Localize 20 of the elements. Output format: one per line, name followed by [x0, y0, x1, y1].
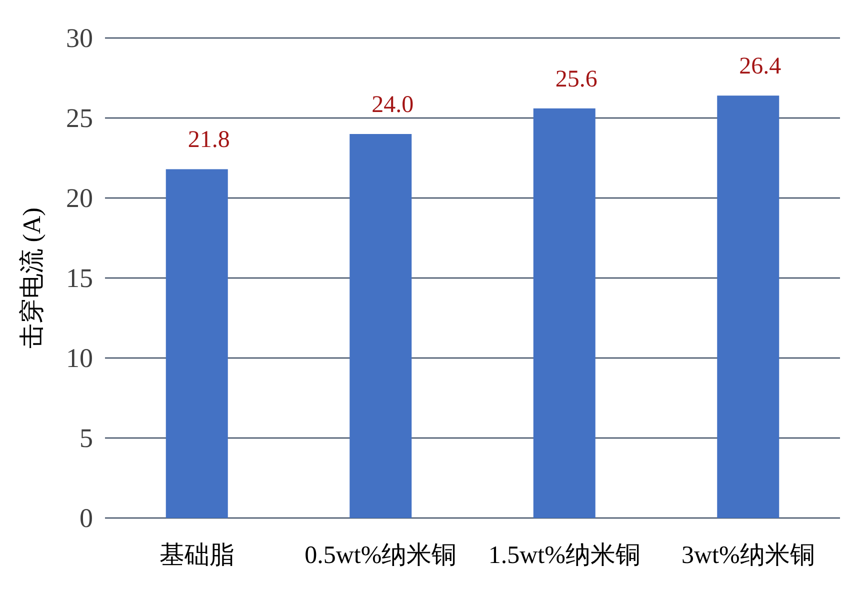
y-tick-label: 30	[66, 23, 93, 53]
data-label: 24.0	[372, 92, 414, 118]
data-label: 21.8	[188, 127, 230, 154]
data-label: 26.4	[739, 54, 782, 80]
x-tick-label: 基础脂	[159, 542, 234, 569]
bar	[350, 134, 412, 518]
y-tick-label: 25	[66, 103, 93, 133]
x-tick-label: 0.5wt%纳米铜	[304, 542, 457, 569]
y-axis-title: 击穿电流 (A)	[18, 208, 46, 348]
bar	[166, 169, 228, 518]
y-tick-label: 10	[66, 343, 93, 373]
x-tick-label: 1.5wt%纳米铜	[488, 542, 640, 569]
y-tick-label: 5	[80, 423, 93, 453]
bar	[533, 108, 596, 518]
x-tick-label: 3wt%纳米铜	[681, 542, 815, 569]
bar	[717, 96, 780, 518]
y-tick-label: 15	[66, 263, 93, 293]
y-tick-label: 20	[66, 183, 93, 213]
data-label: 25.6	[555, 66, 598, 92]
y-tick-label: 0	[80, 503, 93, 533]
